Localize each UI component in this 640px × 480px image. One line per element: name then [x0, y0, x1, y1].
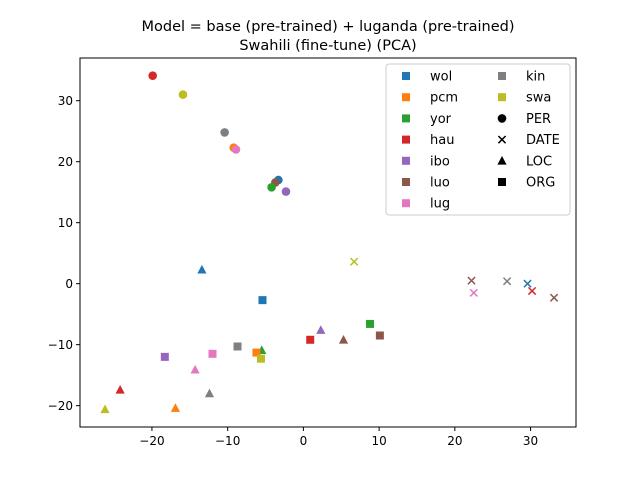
y-tick-label: 0: [65, 277, 73, 291]
point-kin-loc: [204, 388, 215, 398]
point-hau-per: [148, 71, 157, 80]
point-swa-loc: [100, 404, 110, 414]
point-lug-date: [469, 288, 478, 297]
plot-area: [100, 71, 559, 414]
legend-hau-label: hau: [430, 133, 454, 148]
point-yor-org: [366, 319, 375, 328]
point-wol-org: [258, 296, 267, 305]
legend-swa-marker: [498, 93, 506, 102]
legend-org-label: ORG: [526, 176, 555, 191]
x-tick-label: 0: [300, 434, 308, 448]
point-hau-date: [527, 286, 537, 296]
point-pcm-loc: [170, 403, 181, 412]
point-lug-org: [208, 349, 217, 358]
x-tick-label: 30: [523, 434, 538, 448]
legend-date-label: DATE: [526, 133, 560, 148]
legend-pcm-label: pcm: [430, 91, 458, 106]
legend-loc-marker: [497, 156, 507, 165]
x-tick-label: 10: [371, 434, 386, 448]
point-kin-date: [502, 277, 512, 286]
point-kin-org: [233, 342, 242, 351]
y-tick-label: −20: [48, 399, 73, 413]
point-swa-org: [256, 354, 265, 363]
legend-lug-marker: [402, 199, 410, 208]
x-tick-label: 20: [447, 434, 462, 448]
legend: wol pcm yor hau ibo luo lug kin swa PER DATE LOC ORG: [385, 63, 571, 216]
legend-box: [385, 63, 571, 216]
y-tick-label: 30: [58, 94, 73, 108]
legend-ibo-label: ibo: [430, 154, 450, 169]
point-swa-date: [349, 257, 359, 266]
legend-kin-marker: [498, 72, 506, 80]
point-kin-per: [220, 128, 229, 137]
legend-ibo-marker: [402, 156, 410, 165]
point-ibo-loc: [316, 325, 326, 334]
legend-pcm-marker: [402, 93, 410, 102]
x-tick-label: −10: [215, 434, 240, 448]
point-wol-date: [523, 279, 532, 288]
point-wol-loc: [197, 264, 207, 274]
point-hau-org: [306, 335, 315, 344]
point-luo-org: [375, 331, 384, 340]
legend-yor-marker: [402, 114, 410, 123]
point-swa-per: [178, 90, 188, 99]
legend-date-marker: [497, 135, 507, 144]
point-luo-date: [549, 293, 559, 302]
y-tick-label: −10: [48, 338, 73, 352]
axes: −20 −10 0 10 20 30 −20 −10 0 10 20 30: [48, 57, 577, 448]
y-tick-label: 20: [58, 155, 73, 169]
legend-luo-label: luo: [430, 176, 450, 191]
chart-title-line1: Model = base (pre-trained) + luganda (pr…: [141, 19, 514, 35]
legend-wol-label: wol: [430, 70, 452, 85]
legend-swa-label: swa: [526, 91, 551, 106]
point-pcm-org: [252, 348, 261, 357]
legend-wol-marker: [402, 72, 410, 80]
x-tick-label: −20: [139, 434, 164, 448]
legend-lug-label: lug: [430, 197, 450, 212]
legend-yor-label: yor: [430, 112, 452, 127]
point-luo-loc: [338, 334, 349, 344]
point-lug-loc: [190, 364, 200, 374]
legend-org-marker: [498, 178, 506, 186]
point-lug-per: [231, 145, 241, 154]
legend-hau-marker: [402, 135, 410, 144]
legend-loc-label: LOC: [526, 154, 552, 169]
chart-title-line2: Swahili (fine-tune) (PCA): [239, 38, 416, 54]
point-ibo-org: [160, 352, 169, 361]
legend-kin-label: kin: [526, 70, 545, 85]
legend-per-label: PER: [526, 112, 551, 127]
point-yor-per: [267, 183, 276, 192]
point-luo-date: [467, 276, 476, 285]
axes-frame: [79, 57, 577, 428]
legend-luo-marker: [402, 178, 410, 186]
point-ibo-per: [281, 187, 291, 196]
y-tick-label: 10: [58, 216, 73, 230]
point-hau-loc: [115, 384, 125, 394]
legend-per-marker: [497, 114, 507, 123]
